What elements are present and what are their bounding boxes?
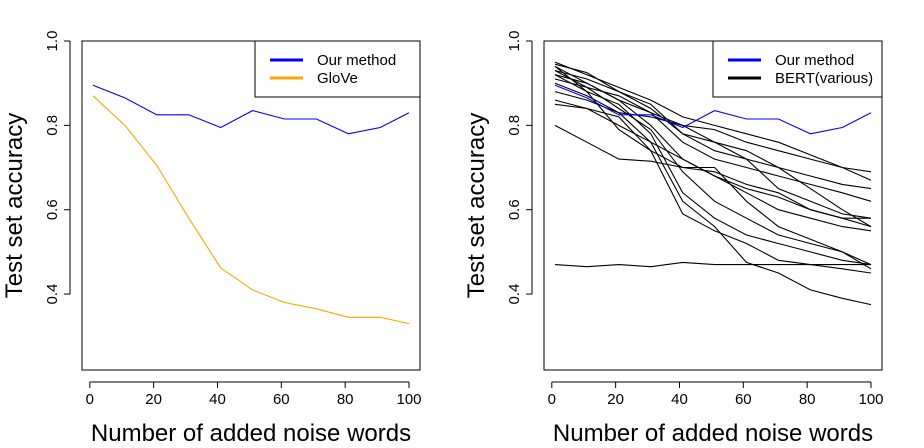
y-axis-title: Test set accuracy [463,113,490,298]
x-tick-label: 40 [671,391,688,408]
series-line-bert-variant-9 [554,124,871,219]
x-tick-label: 0 [86,391,94,408]
chart-panel-2: 0 20 40 60 80 100 0.4 0.6 0.8 1.0 Number of added … [463,31,884,447]
series-line-bert-various [554,61,872,173]
series-line-bert-variant-7 [554,99,872,232]
x-tick-label: 20 [145,391,162,408]
y-tick-label: 1.0 [506,31,523,52]
y-tick-label: 1.0 [44,31,61,52]
series-line-bert-variant-4 [554,74,872,266]
legend-label: BERT(various) [775,70,873,87]
legend-label: Our method [775,52,854,69]
series-line-bert-variant-8 [554,103,872,274]
series-line-our-method [92,84,410,135]
x-tick-label: 80 [337,391,354,408]
y-tick-label: 0.6 [44,199,61,220]
x-tick-label: 100 [858,391,883,408]
x-tick-label: 60 [273,391,290,408]
y-tick-label: 0.4 [44,284,61,305]
x-axis-title: Number of added noise words [553,420,873,447]
series-line-bert-variant-6 [554,91,872,181]
x-axis-title: Number of added noise words [91,420,411,447]
y-axis-title: Test set accuracy [1,113,28,298]
legend-label: GloVe [317,70,358,87]
series-line-bert-variant-3 [554,69,872,190]
series-line-bert-variant-5 [554,82,872,306]
x-tick-label: 60 [735,391,752,408]
x-tick-label: 40 [209,391,226,408]
chart-panel-1: 0 20 40 60 80 100 0.4 0.6 0.8 1.0 Number of added … [1,31,422,447]
y-tick-label: 0.6 [506,199,523,220]
legend-box [712,40,883,98]
x-tick-label: 80 [799,391,816,408]
series-line-our-method [554,84,872,135]
y-tick-label: 0.8 [44,115,61,136]
series-line-bert-variant-11 [554,70,872,266]
legend-label: Our method [317,52,396,69]
y-tick-label: 0.4 [506,284,523,305]
series-line-bert-variant-15 [554,63,872,219]
x-tick-label: 20 [607,391,624,408]
legend-box [254,40,421,98]
series-line-glove [92,95,410,325]
x-tick-label: 0 [548,391,556,408]
x-tick-label: 100 [396,391,421,408]
plot-frame [81,40,421,371]
series-line-bert-variant-14 [554,65,872,270]
series-line-bert-variant-10 [554,78,872,202]
y-tick-label: 0.8 [506,115,523,136]
series-line-bert-variant-13 [554,261,871,268]
